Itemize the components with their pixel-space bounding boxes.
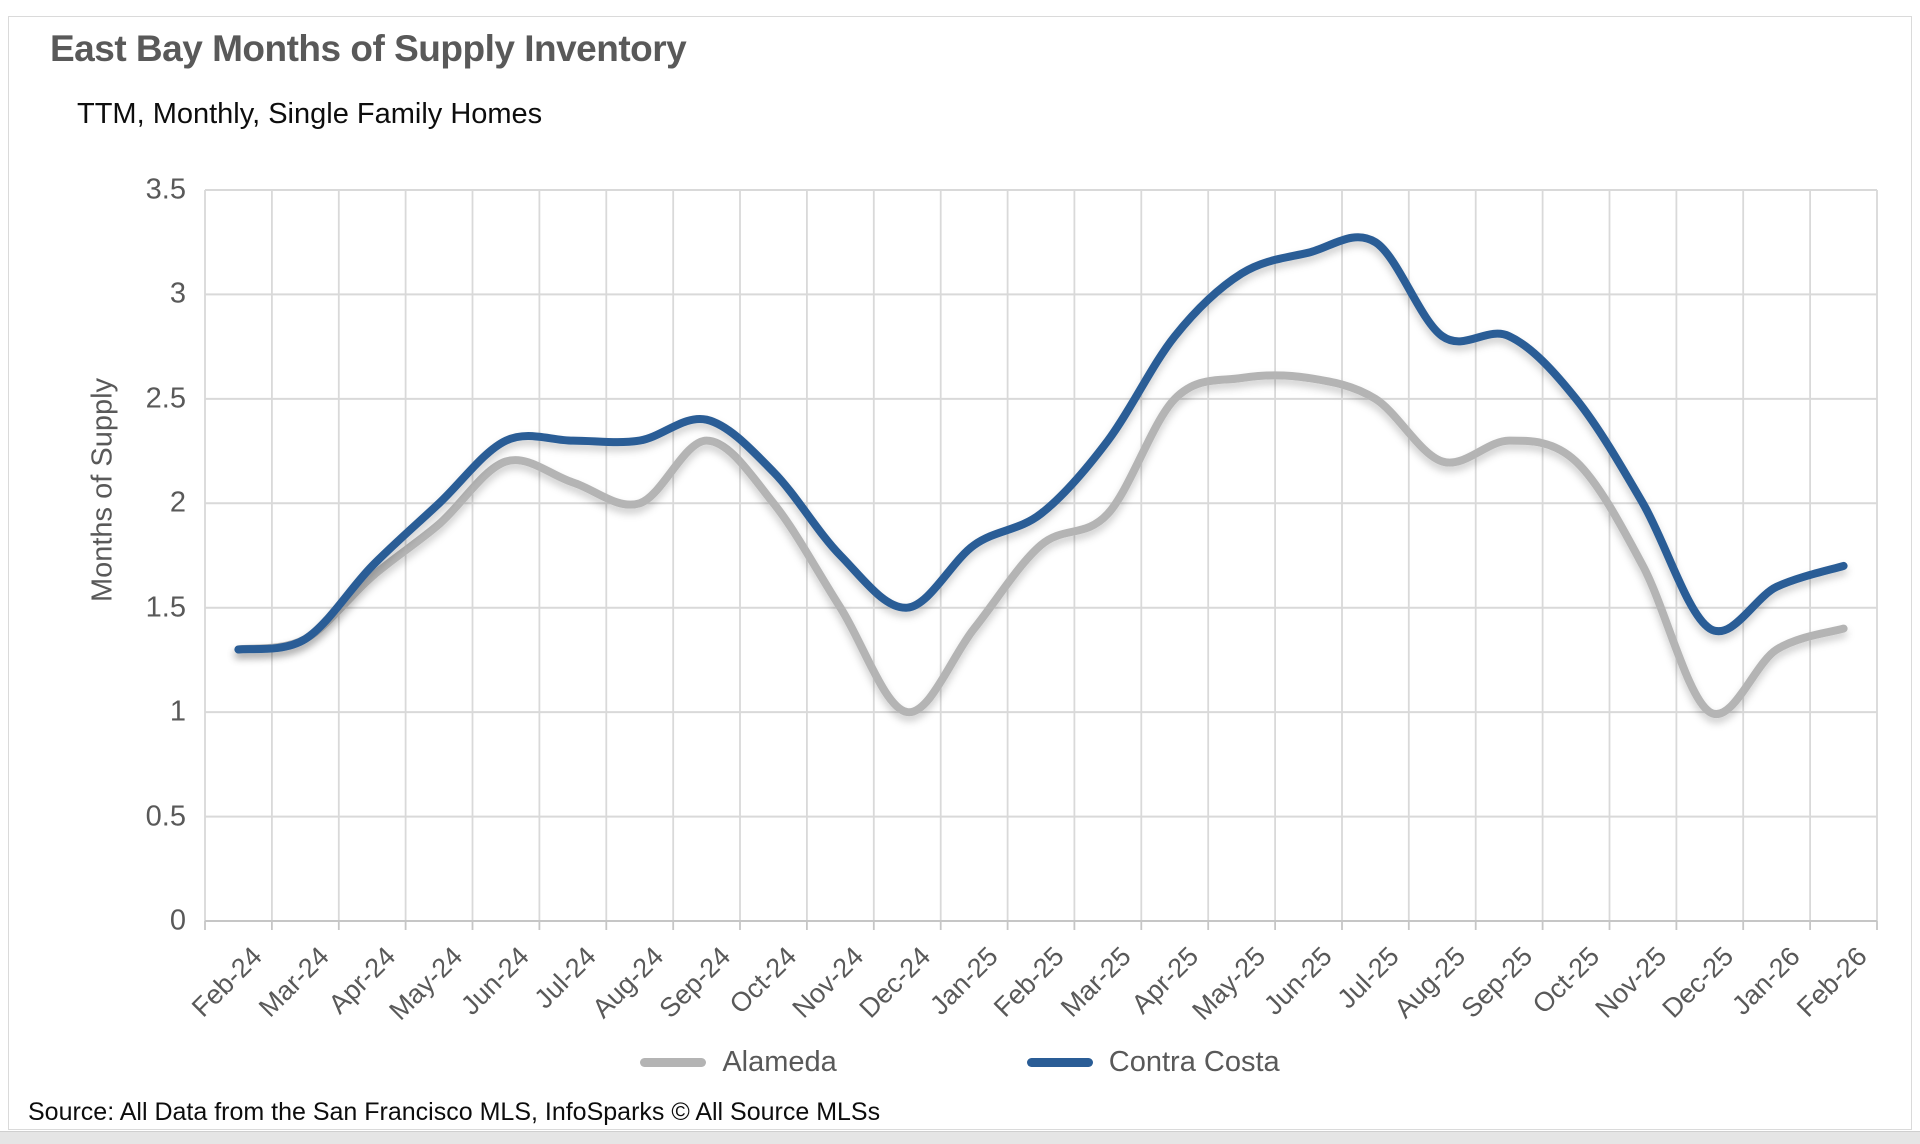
legend-label: Alameda xyxy=(722,1046,837,1078)
legend-item-contra-costa: Contra Costa xyxy=(1026,1046,1280,1079)
series-line-contra-costa xyxy=(234,233,1848,654)
vertical-gridlines xyxy=(204,190,1878,930)
y-axis-label: 3 xyxy=(169,277,186,310)
y-axis-label: 3.5 xyxy=(145,173,186,206)
horizontal-gridlines xyxy=(205,189,1877,922)
window-bottom-edge xyxy=(0,1131,1920,1144)
y-axis-label: 2 xyxy=(169,486,186,519)
y-axis-label: 2.5 xyxy=(145,382,186,415)
chart-subtitle: TTM, Monthly, Single Family Homes xyxy=(77,98,543,130)
y-axis-label: 0 xyxy=(169,904,186,937)
line-chart-plot-area xyxy=(204,189,1878,930)
legend-label: Contra Costa xyxy=(1108,1046,1280,1078)
y-axis-label: 1 xyxy=(169,695,186,728)
legend-swatch-contra-costa xyxy=(1026,1058,1093,1067)
legend-swatch-alameda xyxy=(640,1058,707,1067)
legend-item-alameda: Alameda xyxy=(640,1046,837,1079)
series-line-alameda xyxy=(234,371,1848,719)
chart-legend: Alameda Contra Costa xyxy=(0,1046,1920,1079)
source-note: Source: All Data from the San Francisco … xyxy=(28,1098,881,1126)
y-axis-label: 0.5 xyxy=(145,800,186,833)
y-axis-label: 1.5 xyxy=(145,591,186,624)
page-title: East Bay Months of Supply Inventory xyxy=(50,28,687,69)
